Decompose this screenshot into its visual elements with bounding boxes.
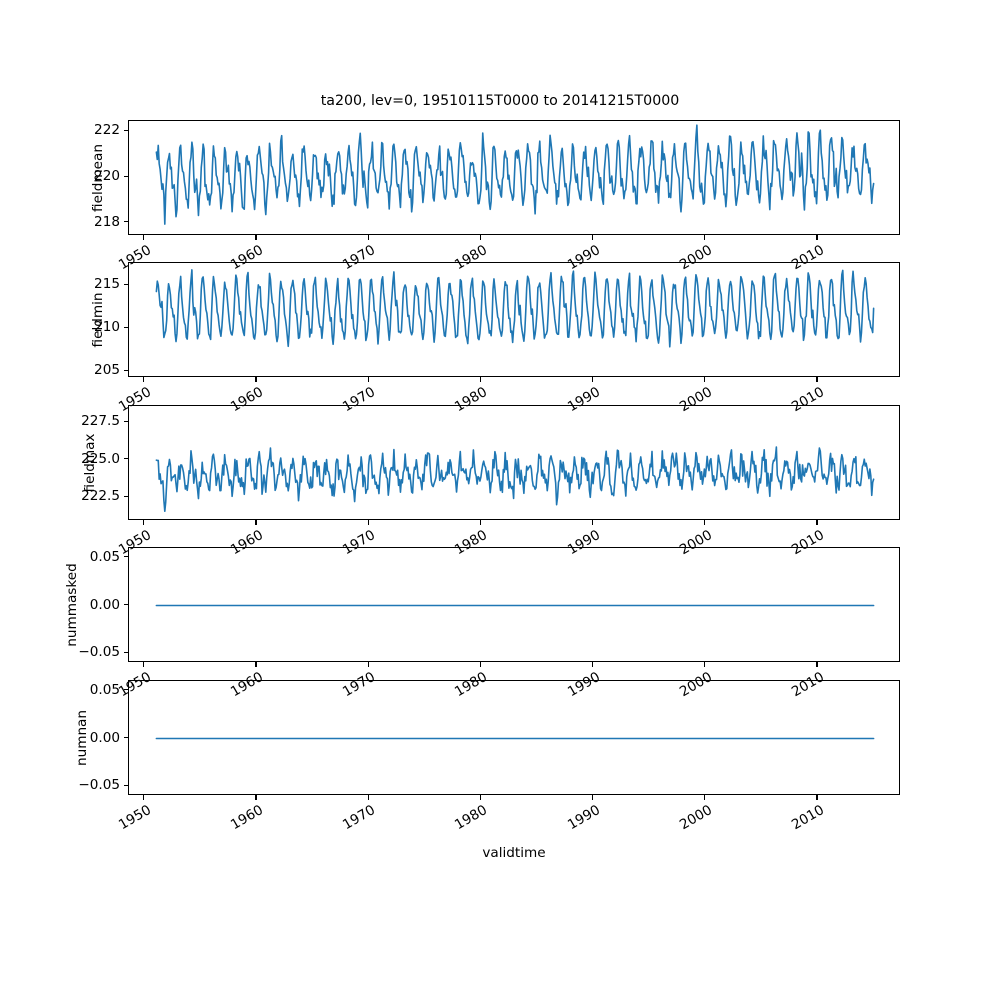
xtick-mark — [367, 235, 369, 240]
figure-title: ta200, lev=0, 19510115T0000 to 20141215T… — [320, 93, 680, 109]
xtick-mark — [704, 520, 706, 525]
xlabel-validtime: validtime — [482, 845, 546, 861]
xtick-label: 2010 — [788, 802, 827, 834]
ytick-mark — [123, 556, 128, 558]
xtick-mark — [479, 662, 481, 667]
ytick-mark — [123, 175, 128, 177]
ytick-mark — [123, 737, 128, 739]
ytick-label: −0.05 — [78, 644, 120, 661]
ytick-mark — [123, 283, 128, 285]
nummasked-plot-area — [155, 604, 875, 607]
subplot-fieldmax — [128, 405, 900, 520]
subplot-fieldmean — [128, 120, 900, 235]
xtick-mark — [255, 520, 257, 525]
xtick-mark — [816, 795, 818, 800]
fieldmin-plot-area — [155, 269, 875, 348]
ytick-label: 0.05 — [89, 548, 120, 565]
xtick-mark — [255, 377, 257, 382]
xtick-mark — [592, 520, 594, 525]
series-line-fieldmean — [155, 124, 875, 225]
ytick-label: 218 — [94, 213, 120, 230]
xtick-mark — [704, 235, 706, 240]
ytick-mark — [123, 420, 128, 423]
subplot-fieldmin — [128, 262, 900, 377]
xtick-label: 1970 — [340, 802, 379, 834]
ytick-mark — [123, 326, 128, 328]
ytick-label: −0.05 — [78, 777, 120, 794]
ytick-label: 0.05 — [89, 681, 120, 698]
xtick-mark — [143, 662, 145, 667]
xtick-mark — [255, 662, 257, 667]
xtick-mark — [816, 520, 818, 525]
xtick-mark — [816, 662, 818, 667]
xtick-mark — [255, 795, 257, 800]
xtick-mark — [704, 662, 706, 667]
xtick-mark — [143, 520, 145, 525]
xtick-mark — [704, 377, 706, 382]
ytick-label: 0.00 — [89, 596, 120, 613]
xtick-mark — [479, 795, 481, 800]
ytick-mark — [123, 369, 128, 371]
ytick-mark — [123, 221, 128, 223]
fieldmean-plot-area — [155, 124, 875, 225]
xtick-mark — [255, 235, 257, 240]
series-line-fieldmax — [155, 446, 875, 513]
ytick-label: 0.00 — [89, 729, 120, 746]
ytick-mark — [123, 784, 128, 786]
xtick-label: 1960 — [227, 802, 266, 834]
ytick-mark — [123, 604, 128, 606]
ytick-label: 222 — [94, 122, 120, 139]
series-line-fieldmin — [155, 269, 875, 348]
ytick-mark — [123, 129, 128, 131]
xtick-mark — [592, 235, 594, 240]
xtick-mark — [143, 235, 145, 240]
xtick-mark — [816, 377, 818, 382]
ytick-label: 205 — [94, 362, 120, 379]
xtick-mark — [592, 377, 594, 382]
xtick-mark — [592, 795, 594, 800]
xtick-label: 1990 — [564, 802, 603, 834]
xtick-label: 1950 — [115, 802, 154, 834]
xtick-mark — [479, 520, 481, 525]
xtick-label: 2000 — [676, 802, 715, 834]
ytick-mark — [123, 495, 128, 497]
xtick-mark — [367, 520, 369, 525]
xtick-mark — [143, 377, 145, 382]
xtick-mark — [592, 662, 594, 667]
xtick-mark — [816, 235, 818, 240]
ytick-label: 222.5 — [81, 488, 120, 505]
xtick-mark — [704, 795, 706, 800]
xtick-mark — [367, 377, 369, 382]
ytick-label: 215 — [94, 276, 120, 293]
fieldmax-plot-area — [155, 446, 875, 513]
xtick-mark — [479, 235, 481, 240]
ytick-label: 225.0 — [81, 450, 120, 467]
ytick-mark — [123, 651, 128, 653]
subplot-nummasked — [128, 547, 900, 662]
xtick-mark — [367, 795, 369, 800]
subplot-numnan — [128, 680, 900, 795]
ytick-mark — [123, 458, 128, 460]
ytick-mark — [123, 689, 128, 691]
xtick-mark — [479, 377, 481, 382]
xtick-label: 1980 — [452, 802, 491, 834]
ytick-label: 220 — [94, 168, 120, 184]
xtick-mark — [143, 795, 145, 800]
ytick-label: 227.5 — [81, 413, 120, 430]
xtick-mark — [367, 662, 369, 667]
numnan-plot-area — [155, 737, 875, 740]
ytick-label: 210 — [94, 319, 120, 336]
